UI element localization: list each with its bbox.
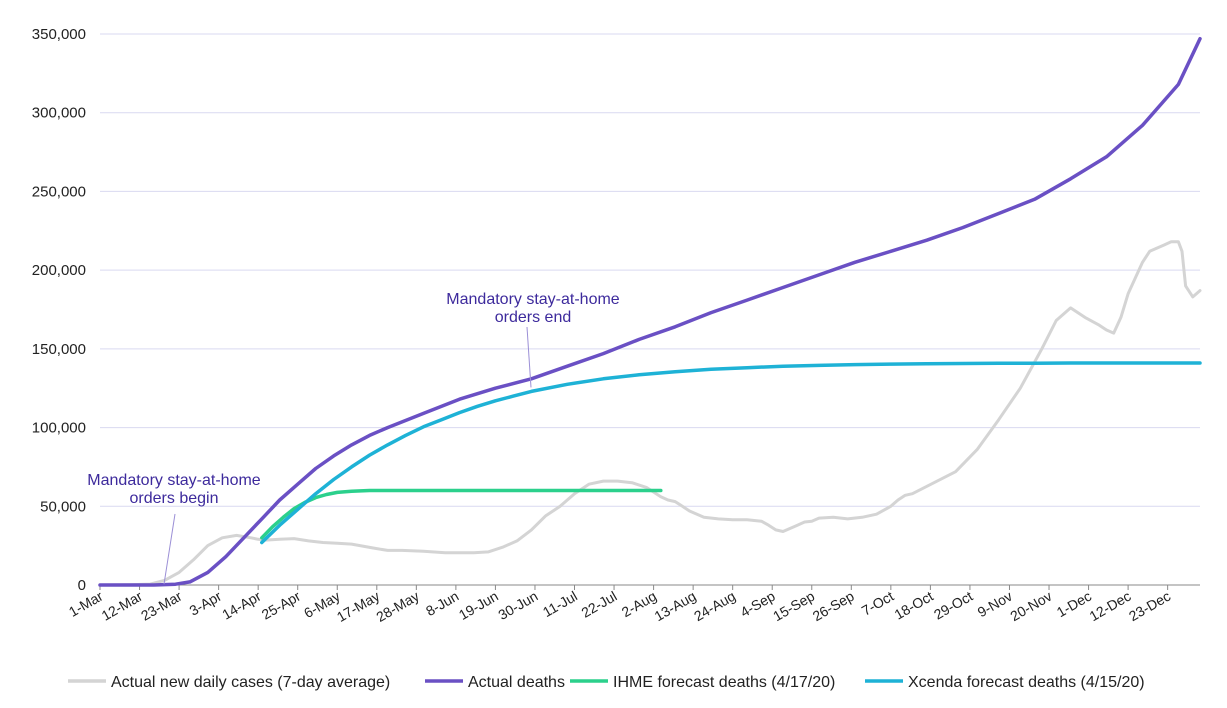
x-tick-label: 13-Aug: [652, 588, 699, 624]
series-line-2: [98, 36, 1202, 587]
x-tick-label: 26-Sep: [810, 588, 857, 625]
x-tick-label: 7-Oct: [859, 588, 897, 619]
x-tick-label: 18-Oct: [892, 588, 936, 623]
gridlines: [100, 33, 1200, 586]
x-tick-label: 28-May: [373, 588, 421, 625]
x-tick-label: 4-Sep: [737, 588, 778, 621]
x-tick-label: 11-Jul: [540, 588, 580, 620]
x-tick-label: 29-Oct: [931, 588, 975, 623]
legend-label: Xcenda forecast deaths (4/15/20): [908, 674, 1145, 691]
series-line-1: [98, 240, 1202, 587]
x-tick-label: 3-Apr: [186, 588, 224, 619]
series-layer: [98, 36, 1202, 587]
annotation-text: Mandatory stay-at-home: [87, 472, 261, 489]
annotation-text: Mandatory stay-at-home: [446, 291, 620, 308]
x-tick-label: 19-Jun: [456, 588, 501, 623]
x-tick-label: 8-Jun: [423, 588, 461, 619]
y-tick-label: 200,000: [32, 262, 86, 279]
x-tick-label: 23-Mar: [138, 588, 185, 624]
y-tick-label: 50,000: [40, 498, 86, 515]
x-tick-label: 22-Jul: [579, 588, 620, 621]
x-tick-label: 25-Apr: [259, 588, 304, 623]
y-tick-label: 100,000: [32, 420, 86, 437]
x-tick-label: 15-Sep: [770, 588, 817, 625]
x-tick-label: 12-Mar: [99, 588, 146, 624]
annotation-text: orders end: [495, 309, 572, 326]
series-line-3: [260, 488, 663, 540]
annotation-leader: [526, 326, 532, 388]
x-tick-label: 24-Aug: [691, 588, 738, 624]
x-tick-label: 30-Jun: [495, 588, 540, 623]
y-tick-label: 250,000: [32, 183, 86, 200]
series-line-4: [260, 361, 1202, 545]
legend-label: IHME forecast deaths (4/17/20): [613, 674, 835, 691]
x-tick-label: 2-Aug: [619, 588, 659, 621]
x-tick-label: 17-May: [334, 588, 382, 625]
x-tick-label: 23-Dec: [1126, 588, 1173, 624]
legend-label: Actual new daily cases (7-day average): [111, 674, 390, 691]
y-tick-label: 0: [78, 577, 86, 594]
legend-label: Actual deaths: [468, 674, 565, 691]
legend: Actual new daily cases (7-day average) Ac…: [68, 674, 1145, 691]
x-tick-label: 9-Nov: [975, 588, 1015, 621]
annotation-text: orders begin: [130, 490, 219, 507]
x-tick-label: 20-Nov: [1007, 588, 1054, 624]
annotation-leader: [163, 513, 176, 585]
y-tick-label: 300,000: [32, 105, 86, 122]
x-tick-label: 12-Dec: [1087, 588, 1134, 624]
x-tick-label: 14-Apr: [219, 588, 264, 623]
y-axis-ticks: 0 50,000 100,000 150,000 200,000 250,000 300,0…: [32, 26, 86, 594]
y-tick-label: 150,000: [32, 341, 86, 358]
x-tick-label: 1-Dec: [1054, 588, 1094, 621]
y-tick-label: 350,000: [32, 26, 86, 43]
